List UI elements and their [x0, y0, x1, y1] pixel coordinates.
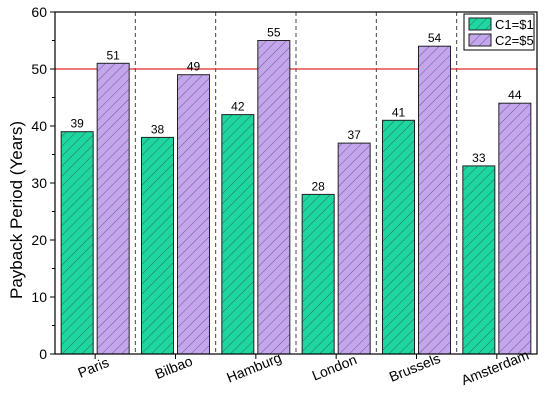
legend-label: C1=$1: [495, 17, 534, 32]
data-label: 38: [151, 122, 165, 136]
legend-swatch: [468, 33, 492, 47]
x-tick-label: Hamburg: [224, 349, 283, 385]
data-label: 54: [428, 31, 442, 45]
x-tick-label: Brussels: [387, 350, 443, 385]
bar-c2: [177, 74, 210, 355]
data-label: 28: [311, 179, 325, 193]
data-label: 55: [267, 26, 281, 40]
bar-c1: [462, 165, 496, 355]
y-axis-title: Payback Period (Years): [7, 121, 26, 299]
bar-c2: [96, 62, 130, 355]
y-tick-label: 40: [31, 118, 47, 134]
legend-swatch: [468, 17, 492, 31]
y-tick-label: 30: [31, 175, 47, 191]
bar-c1: [301, 193, 335, 355]
data-label: 51: [106, 48, 120, 62]
data-label: 41: [392, 105, 406, 119]
data-label: 44: [508, 88, 522, 102]
bar-c1: [60, 131, 94, 355]
y-tick-label: 20: [31, 232, 47, 248]
bar-c2: [498, 102, 532, 355]
bar-c1: [382, 119, 415, 355]
plot-area: 39 51 Paris 38 49 Bilbao 42 55 Hamburg 28 37 London…: [31, 4, 538, 388]
bar-c1: [141, 136, 174, 355]
data-label: 33: [472, 151, 486, 165]
data-label: 42: [231, 100, 245, 114]
legend: C1=$1C2=$5: [463, 13, 535, 51]
y-tick-label: 10: [31, 289, 47, 305]
bar-c1: [221, 114, 255, 355]
bar-c2: [337, 142, 371, 355]
x-tick-label: Paris: [76, 354, 112, 381]
x-tick-label: London: [310, 351, 359, 383]
y-tick-label: 60: [31, 4, 47, 20]
legend-label: C2=$5: [495, 33, 534, 48]
y-tick-label: 50: [31, 61, 47, 77]
data-label: 37: [347, 128, 361, 142]
bar-c2: [418, 45, 451, 355]
y-tick-label: 0: [39, 346, 47, 362]
data-label: 39: [70, 117, 84, 131]
bar-c2: [257, 40, 291, 355]
x-tick-label: Bilbao: [153, 353, 195, 382]
data-label: 49: [187, 60, 201, 74]
